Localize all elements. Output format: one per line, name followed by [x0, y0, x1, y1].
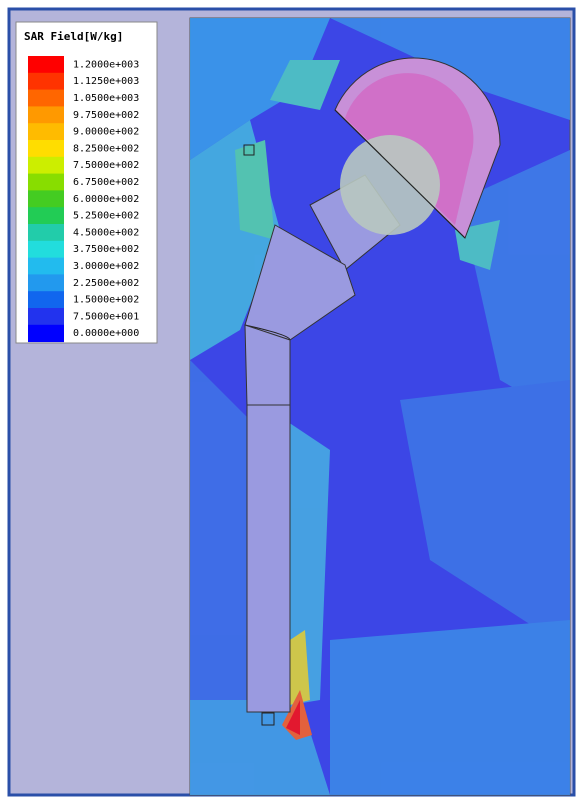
- legend-swatch: [28, 241, 64, 258]
- legend-title: SAR Field[W/kg]: [24, 30, 123, 43]
- legend-label: 1.1250e+003: [73, 76, 139, 87]
- legend-swatch: [28, 291, 64, 308]
- legend-label: 0.0000e+000: [73, 328, 139, 339]
- legend-label: 1.2000e+003: [73, 59, 139, 70]
- legend-swatch: [28, 207, 64, 224]
- legend: SAR Field[W/kg] 1.2000e+003 1.1250e+003 1.…: [16, 22, 157, 343]
- legend-label: 3.7500e+002: [73, 244, 139, 255]
- legend-label: 9.7500e+002: [73, 110, 139, 121]
- legend-swatch: [28, 274, 64, 291]
- legend-label: 5.2500e+002: [73, 211, 139, 222]
- legend-swatch: [28, 308, 64, 325]
- legend-label: 7.5000e+001: [73, 311, 139, 322]
- legend-label: 7.5000e+002: [73, 160, 139, 171]
- screenshot: SAR Field[W/kg] 1.2000e+003 1.1250e+003 1.…: [0, 0, 579, 803]
- legend-label: 1.5000e+002: [73, 295, 139, 306]
- legend-swatch: [28, 258, 64, 275]
- legend-swatch: [28, 190, 64, 207]
- legend-swatch: [28, 90, 64, 107]
- legend-label: 1.0500e+003: [73, 93, 139, 104]
- legend-swatch: [28, 106, 64, 123]
- legend-label: 6.0000e+002: [73, 194, 139, 205]
- legend-swatch: [28, 123, 64, 140]
- legend-label: 2.2500e+002: [73, 278, 139, 289]
- legend-swatch: [28, 224, 64, 241]
- legend-label: 3.0000e+002: [73, 261, 139, 272]
- legend-label: 6.7500e+002: [73, 177, 139, 188]
- legend-swatch: [28, 157, 64, 174]
- legend-label: 9.0000e+002: [73, 127, 139, 138]
- legend-swatch: [28, 56, 64, 73]
- legend-label: 8.2500e+002: [73, 143, 139, 154]
- legend-label: 4.5000e+002: [73, 227, 139, 238]
- legend-swatch: [28, 325, 64, 342]
- legend-swatch: [28, 73, 64, 90]
- legend-swatch: [28, 140, 64, 157]
- legend-swatch: [28, 174, 64, 191]
